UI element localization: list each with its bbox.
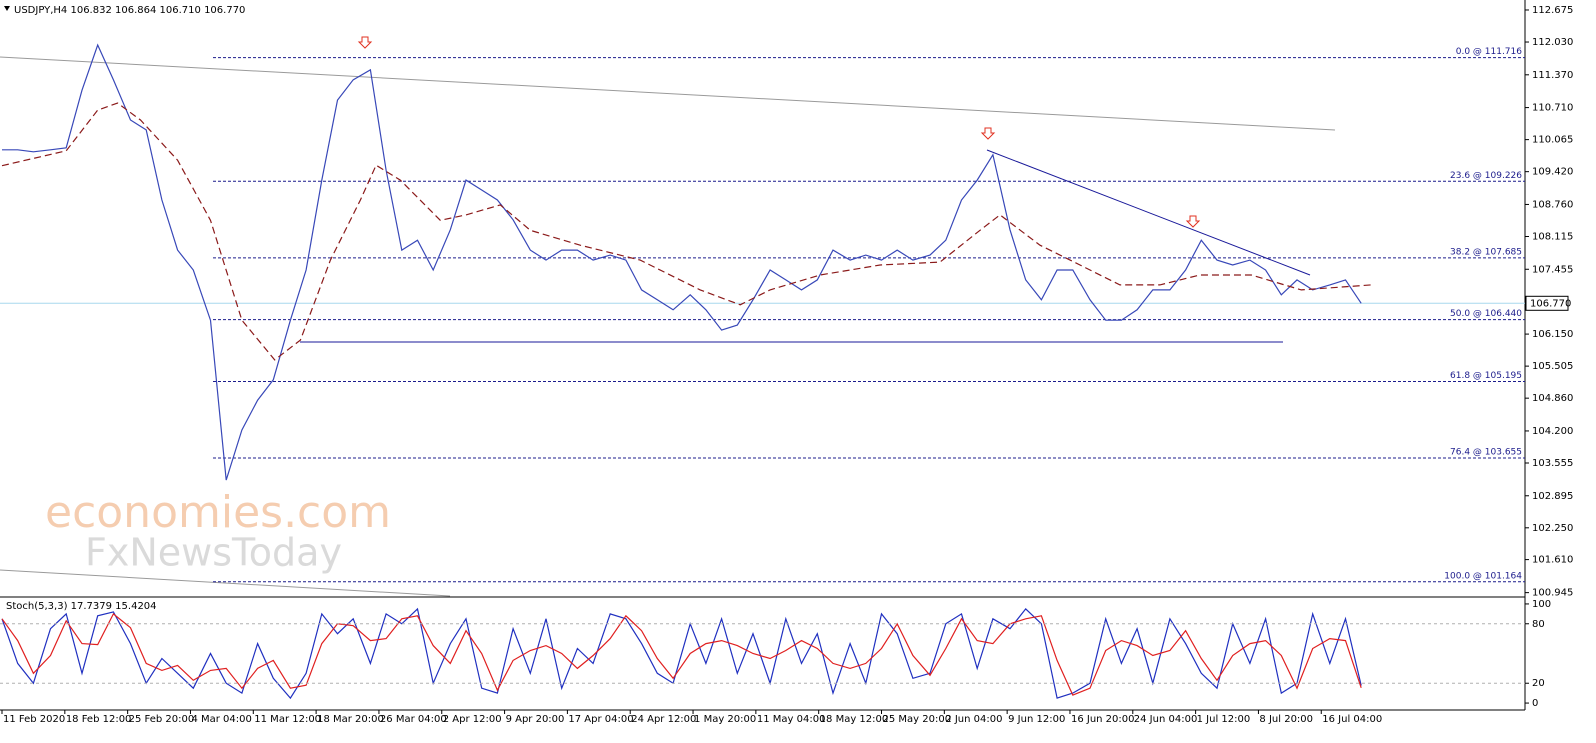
x-tick-label: 2 Jun 04:00 (945, 714, 1002, 725)
y-tick-label: 106.150 (1532, 329, 1573, 340)
x-tick-label: 9 Apr 20:00 (506, 714, 565, 725)
y-tick-label: 108.760 (1532, 199, 1573, 210)
fib-label: 50.0 @ 106.440 (1450, 309, 1522, 319)
x-tick-label: 11 Mar 12:00 (254, 714, 321, 725)
x-tick-label: 25 May 20:00 (883, 714, 952, 725)
trend-line (986, 149, 1311, 276)
fib-label: 100.0 @ 101.164 (1444, 571, 1522, 581)
arrow (1185, 215, 1201, 228)
x-tick-label: 24 Apr 12:00 (631, 714, 696, 725)
x-tick-label: 17 Apr 04:00 (568, 714, 633, 725)
indicator-title: Stoch(5,3,3) 17.7379 15.4204 (6, 601, 157, 612)
x-tick-label: 9 Jun 12:00 (1008, 714, 1065, 725)
arrow (980, 127, 996, 140)
x-tick-label: 18 Mar 20:00 (317, 714, 384, 725)
x-tick-label: 24 Jun 04:00 (1134, 714, 1198, 725)
y-tick-label: 111.370 (1532, 70, 1573, 81)
y-tick-label: 107.455 (1532, 264, 1573, 275)
y-tick-label: 104.860 (1532, 393, 1573, 404)
y-tick-label: 109.420 (1532, 167, 1573, 178)
x-tick-label: 8 Jul 20:00 (1259, 714, 1313, 725)
menu-icon (4, 6, 10, 11)
x-tick-label: 16 Jul 04:00 (1322, 714, 1382, 725)
y-tick-label: 110.710 (1532, 103, 1573, 114)
y-tick-label: 108.115 (1532, 231, 1573, 242)
y-tick-label: 104.200 (1532, 426, 1573, 437)
y-tick-label: 101.610 (1532, 555, 1573, 566)
last-price-label: 106.770 (1530, 298, 1571, 309)
fib-label: 0.0 @ 111.716 (1456, 47, 1523, 57)
x-tick-label: 16 Jun 20:00 (1071, 714, 1135, 725)
trend-line (0, 56, 1336, 131)
y-tick-label: 20 (1532, 678, 1545, 689)
y-tick-label: 112.675 (1532, 5, 1573, 16)
x-tick-label: 26 Mar 04:00 (380, 714, 447, 725)
x-tick-label: 11 May 04:00 (757, 714, 826, 725)
x-tick-label: 2 Apr 12:00 (443, 714, 502, 725)
y-tick-label: 0 (1532, 698, 1538, 709)
series-line (1, 607, 1362, 700)
x-tick-label: 11 Feb 2020 (3, 714, 65, 725)
series-line (1, 612, 1362, 696)
y-tick-label: 110.065 (1532, 135, 1573, 146)
y-tick-label: 103.555 (1532, 458, 1573, 469)
watermark: FxNewsToday (85, 531, 342, 575)
trend-line (0, 569, 451, 597)
x-tick-label: 1 Jul 12:00 (1197, 714, 1251, 725)
fib-label: 38.2 @ 107.685 (1450, 247, 1522, 257)
arrow (357, 36, 373, 49)
x-tick-label: 1 May 20:00 (694, 714, 756, 725)
x-tick-label: 25 Feb 20:00 (129, 714, 195, 725)
x-tick-label: 18 Feb 12:00 (66, 714, 132, 725)
fib-label: 23.6 @ 109.226 (1450, 171, 1522, 181)
series-line (2, 43, 1362, 481)
watermark: economies.com (45, 487, 391, 538)
y-tick-label: 80 (1532, 619, 1545, 630)
last-price-box (1525, 295, 1569, 311)
x-tick-label: 4 Mar 04:00 (191, 714, 251, 725)
fib-label: 61.8 @ 105.195 (1450, 371, 1522, 381)
y-tick-label: 102.895 (1532, 491, 1573, 502)
y-tick-label: 100 (1532, 599, 1551, 610)
y-tick-label: 112.030 (1532, 37, 1573, 48)
y-tick-label: 102.250 (1532, 523, 1573, 534)
x-tick-label: 18 May 12:00 (820, 714, 889, 725)
y-tick-label: 105.505 (1532, 361, 1573, 372)
fib-label: 76.4 @ 103.655 (1450, 448, 1522, 458)
chart-title: USDJPY,H4 106.832 106.864 106.710 106.77… (14, 5, 245, 16)
y-tick-label: 100.945 (1532, 588, 1573, 599)
series-line (1, 102, 1372, 361)
